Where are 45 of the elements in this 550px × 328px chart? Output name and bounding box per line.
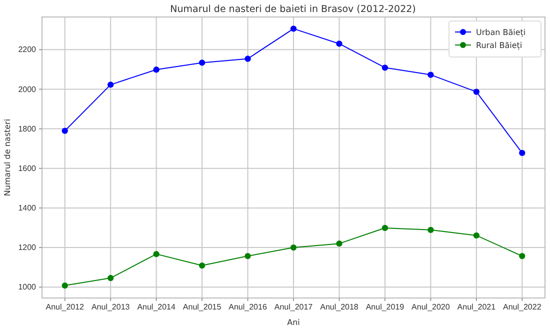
point (153, 66, 160, 73)
x-tick-label: Anul_2021 (457, 302, 496, 312)
point (428, 72, 434, 78)
y-tick-label: 2200 (18, 45, 37, 54)
x-tick-label: Anul_2018 (320, 302, 359, 312)
point (290, 244, 297, 251)
y-tick-label: 2000 (18, 84, 37, 94)
y-axis-title: Numarul de nasteri (3, 118, 12, 196)
y-tick-label: 1800 (18, 124, 37, 134)
y-tick-label: 1400 (18, 204, 37, 213)
x-tick-label: Anul_2022 (503, 302, 542, 312)
point (198, 60, 206, 66)
point (153, 250, 160, 258)
point (519, 252, 526, 260)
x-tick-label: Anul_2014 (137, 302, 176, 312)
point (244, 56, 251, 62)
point (428, 226, 434, 234)
x-tick-label: Anul_2015 (182, 302, 222, 312)
point (244, 252, 251, 260)
chart-title: Numarul de nasteri de baieti in Brasov (2012-2022) (170, 4, 416, 15)
point (382, 64, 388, 71)
y-tick-label: 1200 (18, 243, 37, 252)
legend-label: Rural Băieți (476, 41, 522, 50)
point (108, 82, 114, 88)
point (336, 40, 342, 47)
point (473, 232, 480, 239)
point (108, 274, 114, 282)
y-tick-label: 1600 (18, 164, 37, 173)
point (382, 224, 388, 232)
x-tick-label: Anul_2020 (412, 302, 450, 312)
x-tick-label: Anul_2017 (274, 302, 314, 312)
x-tick-label: Anul_2012 (46, 302, 85, 312)
point (519, 150, 526, 156)
x-axis-title: Ani (287, 318, 300, 327)
x-tick-label: Anul_2019 (366, 302, 405, 312)
legend-label: Urban Băieți (476, 28, 526, 37)
point (473, 88, 480, 95)
point (290, 26, 297, 32)
point (336, 240, 342, 247)
y-tick-label: 1000 (18, 282, 37, 292)
point (62, 128, 68, 134)
x-tick-label: Anul_2013 (91, 302, 130, 312)
x-tick-label: Anul_2016 (228, 302, 268, 312)
point (62, 282, 68, 289)
point (198, 262, 206, 269)
